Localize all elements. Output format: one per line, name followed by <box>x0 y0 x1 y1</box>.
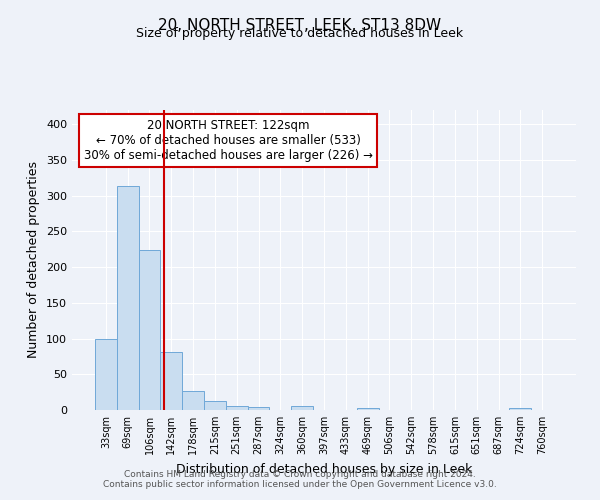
Bar <box>117 186 139 410</box>
Bar <box>182 392 204 410</box>
Bar <box>248 407 269 410</box>
Text: Size of property relative to detached houses in Leek: Size of property relative to detached ho… <box>136 28 464 40</box>
Bar <box>139 250 160 410</box>
Bar <box>357 408 379 410</box>
Y-axis label: Number of detached properties: Number of detached properties <box>28 162 40 358</box>
Text: 20 NORTH STREET: 122sqm
← 70% of detached houses are smaller (533)
30% of semi-d: 20 NORTH STREET: 122sqm ← 70% of detache… <box>84 119 373 162</box>
Text: Contains HM Land Registry data © Crown copyright and database right 2024.: Contains HM Land Registry data © Crown c… <box>124 470 476 479</box>
Bar <box>226 406 248 410</box>
Bar <box>204 400 226 410</box>
X-axis label: Distribution of detached houses by size in Leek: Distribution of detached houses by size … <box>176 462 472 475</box>
Bar <box>509 408 531 410</box>
Text: Contains public sector information licensed under the Open Government Licence v3: Contains public sector information licen… <box>103 480 497 489</box>
Bar <box>160 352 182 410</box>
Text: 20, NORTH STREET, LEEK, ST13 8DW: 20, NORTH STREET, LEEK, ST13 8DW <box>158 18 442 32</box>
Bar <box>95 340 117 410</box>
Bar <box>291 406 313 410</box>
